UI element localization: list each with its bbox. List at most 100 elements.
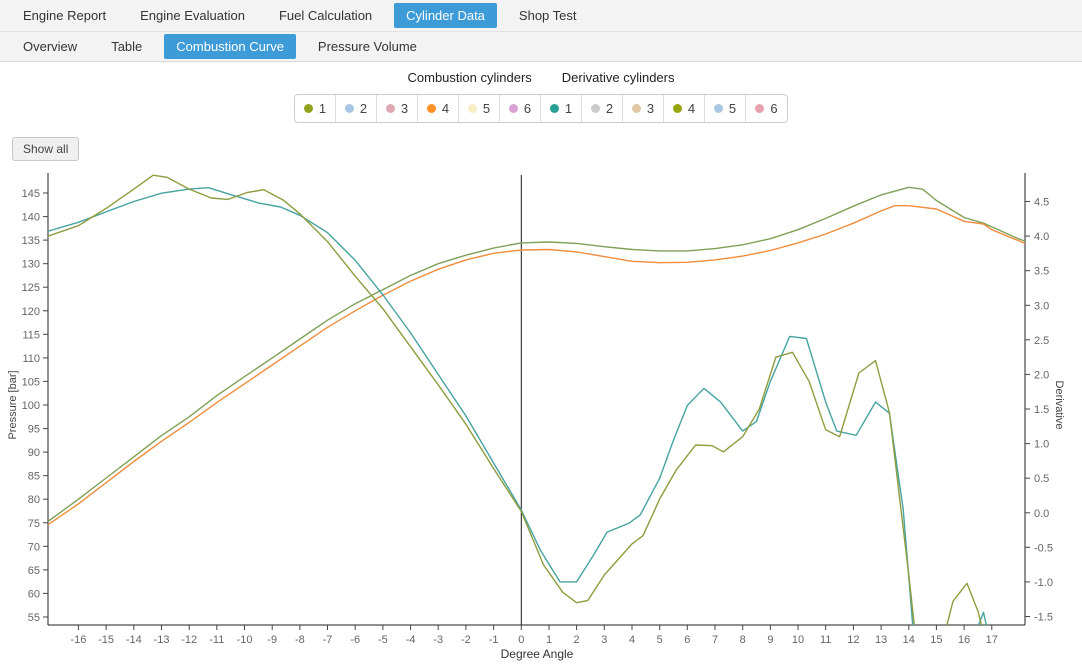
svg-text:105: 105 [22, 376, 40, 388]
svg-text:-2: -2 [461, 634, 471, 646]
subnav-tab-combustion-curve[interactable]: Combustion Curve [164, 34, 296, 59]
svg-text:1.5: 1.5 [1034, 404, 1049, 416]
svg-text:125: 125 [22, 282, 40, 294]
svg-text:-3: -3 [433, 634, 443, 646]
legend-color-dot-icon [467, 104, 477, 113]
svg-text:14: 14 [903, 634, 915, 646]
legend-title-derivative: Derivative cylinders [561, 70, 675, 85]
svg-text:80: 80 [28, 494, 40, 506]
legend-item-label: 2 [605, 101, 614, 116]
sub-navbar: Overview Table Combustion Curve Pressure Vo… [0, 32, 1082, 62]
legend-item-label: 5 [482, 101, 491, 116]
legend-item-combustion-5[interactable]: 5 [459, 95, 500, 122]
legend-item-combustion-3[interactable]: 3 [377, 95, 418, 122]
svg-text:13: 13 [875, 634, 887, 646]
series-derivative-cylinder-1 [48, 187, 988, 625]
legend-item-derivative-1[interactable]: 1 [541, 95, 582, 122]
svg-text:-6: -6 [350, 634, 360, 646]
x-axis-ticks: -16 -15 -14 -13 -12 -11 -10 -9 -8 -7 -6 -5 -4 -3 -2 -1 0… [70, 625, 998, 646]
legend-item-derivative-4[interactable]: 4 [664, 95, 705, 122]
svg-text:-1: -1 [489, 634, 499, 646]
svg-text:2.0: 2.0 [1034, 369, 1049, 381]
chart-series [48, 174, 1025, 625]
legend-group-titles: Combustion cylinders Derivative cylinder… [0, 70, 1082, 85]
svg-text:-13: -13 [154, 634, 170, 646]
series-combustion-cylinder-1 [48, 186, 1025, 522]
svg-text:-15: -15 [98, 634, 114, 646]
svg-text:9: 9 [767, 634, 773, 646]
subnav-tab-pressure-volume[interactable]: Pressure Volume [317, 39, 417, 54]
legend-item-label: 3 [646, 101, 655, 116]
svg-text:110: 110 [22, 353, 40, 365]
svg-text:120: 120 [22, 306, 40, 318]
svg-text:4.5: 4.5 [1034, 197, 1049, 209]
axis-lines [47, 173, 1026, 626]
svg-text:-16: -16 [70, 634, 86, 646]
svg-text:100: 100 [22, 400, 40, 412]
svg-text:10: 10 [792, 634, 804, 646]
svg-text:85: 85 [28, 471, 40, 483]
legend-item-combustion-6[interactable]: 6 [500, 95, 541, 122]
svg-text:5: 5 [657, 634, 663, 646]
legend-item-combustion-2[interactable]: 2 [336, 95, 377, 122]
nav-tab-engine-evaluation[interactable]: Engine Evaluation [140, 8, 245, 23]
svg-text:0.0: 0.0 [1034, 508, 1049, 520]
legend-color-dot-icon [590, 104, 600, 113]
legend-color-dot-icon [303, 104, 313, 113]
svg-text:140: 140 [22, 212, 40, 224]
svg-text:115: 115 [22, 329, 40, 341]
legend-item-combustion-4[interactable]: 4 [418, 95, 459, 122]
svg-text:60: 60 [28, 588, 40, 600]
legend-item-derivative-2[interactable]: 2 [582, 95, 623, 122]
svg-text:3.0: 3.0 [1034, 300, 1049, 312]
legend-item-combustion-1[interactable]: 1 [295, 95, 336, 122]
right-axis-ticks: -1.5 -1.0 -0.5 0.0 0.5 1.0 1.5 2.0 2.5 3.0 3.5 4.0 4… [1025, 197, 1053, 624]
legend-color-dot-icon [631, 104, 641, 113]
legend-item-derivative-5[interactable]: 5 [705, 95, 746, 122]
nav-tab-cylinder-data[interactable]: Cylinder Data [394, 3, 497, 28]
legend-item-derivative-6[interactable]: 6 [746, 95, 787, 122]
legend-title-combustion: Combustion cylinders [407, 70, 532, 85]
legend-item-derivative-3[interactable]: 3 [623, 95, 664, 122]
svg-text:-4: -4 [406, 634, 416, 646]
legend-color-dot-icon [549, 104, 559, 113]
svg-text:-14: -14 [126, 634, 142, 646]
svg-text:-1.0: -1.0 [1034, 577, 1053, 589]
right-axis-title: Derivative [1053, 381, 1065, 430]
svg-text:2: 2 [574, 634, 580, 646]
svg-text:17: 17 [986, 634, 998, 646]
chart-svg: 5560657075808590951001051101151201251301… [7, 173, 1065, 661]
subnav-tab-table[interactable]: Table [111, 39, 143, 54]
show-all-button[interactable]: Show all [12, 137, 80, 161]
series-derivative-cylinder-4 [48, 174, 983, 625]
svg-text:-5: -5 [378, 634, 388, 646]
svg-text:7: 7 [712, 634, 718, 646]
svg-text:8: 8 [740, 634, 746, 646]
subnav-tab-overview[interactable]: Overview [23, 39, 78, 54]
svg-text:-0.5: -0.5 [1034, 542, 1053, 554]
legend-box: 1 2 3 4 5 6 1 2 3 4 5 6 [294, 94, 788, 123]
svg-text:-1.5: -1.5 [1034, 612, 1053, 624]
main-navbar: Engine Report Engine Evaluation Fuel Calcu… [0, 0, 1082, 32]
left-axis-ticks: 55 60 65 70 75 80 85 90 95 100 105 110 115 120 125 130 1… [22, 188, 48, 624]
svg-text:75: 75 [28, 518, 40, 530]
legend-item-label: 1 [318, 101, 327, 116]
svg-text:135: 135 [22, 235, 40, 247]
nav-tab-engine-report[interactable]: Engine Report [23, 8, 107, 23]
legend-item-label: 3 [400, 101, 409, 116]
svg-text:55: 55 [28, 612, 40, 624]
legend-color-dot-icon [672, 104, 682, 113]
svg-text:3: 3 [601, 634, 607, 646]
legend-item-label: 6 [770, 101, 778, 116]
svg-text:-12: -12 [181, 634, 197, 646]
nav-tab-shop-test[interactable]: Shop Test [518, 8, 577, 23]
nav-tab-fuel-calculation[interactable]: Fuel Calculation [278, 8, 373, 23]
svg-text:-7: -7 [323, 634, 333, 646]
x-axis-title: Degree Angle [501, 647, 574, 661]
svg-text:130: 130 [22, 259, 40, 271]
svg-text:4.0: 4.0 [1034, 231, 1049, 243]
svg-text:12: 12 [847, 634, 859, 646]
svg-text:95: 95 [28, 424, 40, 436]
legend-color-dot-icon [385, 104, 395, 113]
legend-item-label: 5 [728, 101, 737, 116]
